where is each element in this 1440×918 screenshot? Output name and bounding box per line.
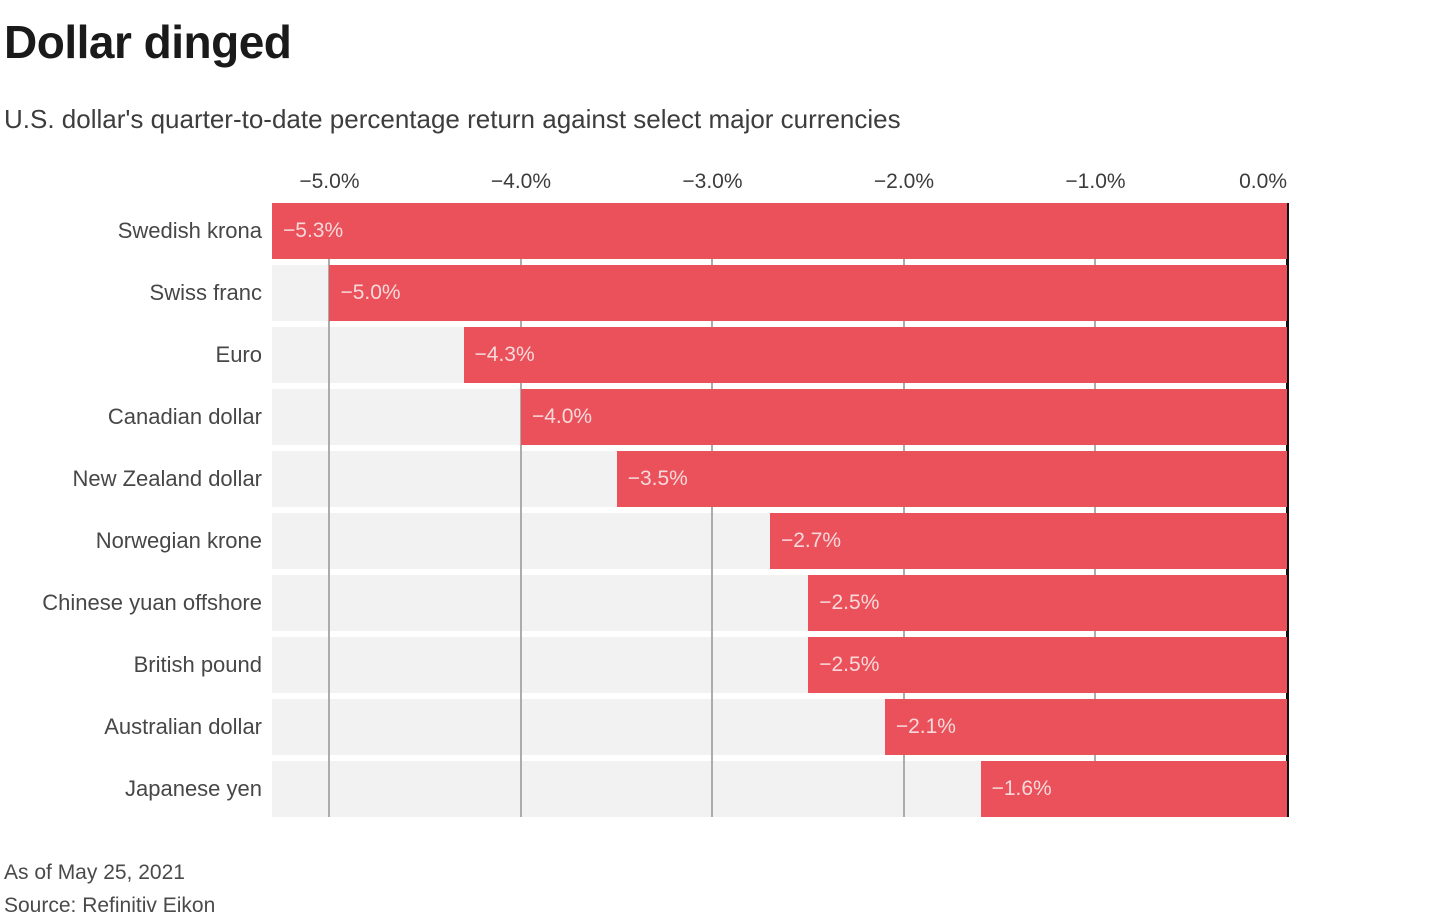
bar-row: Japanese yen −1.6% (0, 761, 1287, 817)
bar: −2.1% (884, 699, 1287, 755)
bar-track: −2.5% (272, 575, 1287, 631)
category-label: Chinese yuan offshore (42, 590, 262, 615)
bar-row: Norwegian krone −2.7% (0, 513, 1287, 569)
chart-footer: As of May 25, 2021 Source: Refinitiv Eik… (4, 856, 215, 918)
bar-track: −2.7% (272, 513, 1287, 569)
bar-row: Canadian dollar −4.0% (0, 389, 1287, 445)
bar-track: −1.6% (272, 761, 1287, 817)
bar: −4.3% (463, 327, 1287, 383)
bar: −3.5% (616, 451, 1287, 507)
x-tick-label: −4.0% (490, 170, 552, 193)
category-label: Swiss franc (149, 280, 262, 305)
category-label: Australian dollar (104, 714, 262, 739)
bar-track: −4.0% (272, 389, 1287, 445)
bar-rows: Swedish krona −5.3% Swiss franc −5.0% Euro −4… (0, 203, 1287, 817)
bar-value-label: −5.0% (340, 281, 401, 304)
bar-value-label: −2.1% (895, 715, 956, 738)
page-title: Dollar dinged (4, 16, 292, 68)
bar-value-label: −3.5% (627, 467, 688, 490)
category-label: Swedish krona (117, 218, 262, 243)
bar: −4.0% (520, 389, 1287, 445)
bar-row: Swedish krona −5.3% (0, 203, 1287, 259)
bar-track: −2.5% (272, 637, 1287, 693)
bar-row: Swiss franc −5.0% (0, 265, 1287, 321)
category-label: British pound (133, 652, 262, 677)
bar: −2.5% (808, 637, 1287, 693)
category-label: Canadian dollar (107, 404, 262, 429)
bar: −2.7% (769, 513, 1287, 569)
bar-value-label: −1.6% (991, 777, 1052, 800)
bar-row: New Zealand dollar −3.5% (0, 451, 1287, 507)
category-label: Euro (215, 342, 262, 367)
bar: −5.3% (272, 203, 1287, 259)
x-tick-label: −3.0% (682, 170, 743, 193)
bar-row: British pound −2.5% (0, 637, 1287, 693)
bar-value-label: −4.3% (474, 343, 535, 366)
chart-subtitle: U.S. dollar's quarter-to-date percentage… (4, 104, 901, 134)
bar: −2.5% (808, 575, 1287, 631)
bar-value-label: −2.5% (819, 591, 880, 614)
category-label: Norwegian krone (95, 528, 262, 553)
bar-row: Euro −4.3% (0, 327, 1287, 383)
as-of-date: As of May 25, 2021 (4, 861, 185, 884)
bar-value-label: −2.5% (819, 653, 880, 676)
bar-track: −2.1% (272, 699, 1287, 755)
bar-track: −4.3% (272, 327, 1287, 383)
source-credit: Source: Refinitiv Eikon (4, 894, 216, 917)
bar-value-label: −5.3% (283, 219, 344, 242)
bar: −5.0% (329, 265, 1287, 321)
bar-track: −5.0% (272, 265, 1287, 321)
bar-track: −3.5% (272, 451, 1287, 507)
bar-track: −5.3% (272, 203, 1287, 259)
bar: −1.6% (980, 761, 1287, 817)
bar-value-label: −4.0% (531, 405, 593, 428)
bar-row: Australian dollar −2.1% (0, 699, 1287, 755)
category-label: Japanese yen (125, 776, 262, 801)
x-tick-label: −5.0% (299, 170, 360, 193)
x-tick-label: −1.0% (1065, 170, 1126, 193)
x-axis: −5.0% −4.0% −3.0% −2.0% −1.0% 0.0% (272, 158, 1287, 194)
bar-row: Chinese yuan offshore −2.5% (0, 575, 1287, 631)
bar-chart: Swedish krona −5.3% Swiss franc −5.0% Euro −4… (0, 203, 1289, 817)
bar-value-label: −2.7% (780, 529, 842, 552)
category-label: New Zealand dollar (72, 466, 262, 491)
x-tick-label: 0.0% (1239, 170, 1287, 193)
x-tick-label: −2.0% (873, 170, 935, 193)
